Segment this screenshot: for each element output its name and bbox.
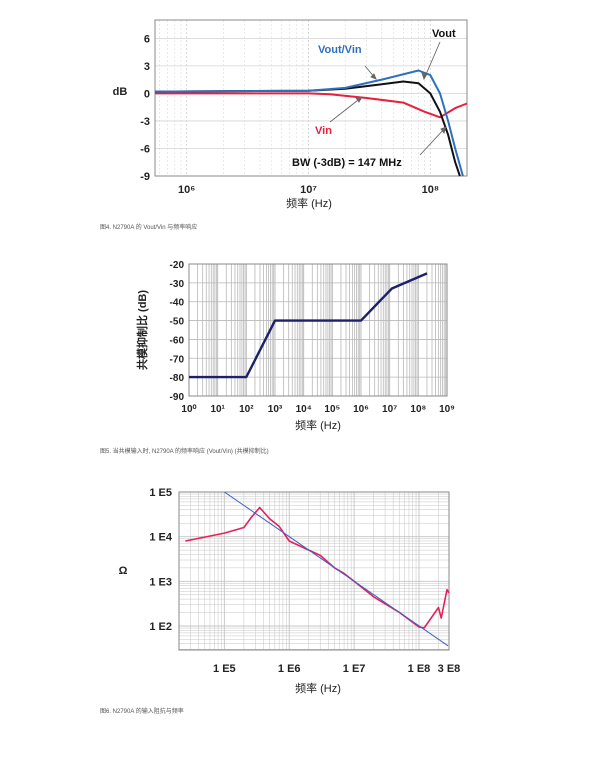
- y-axis-label: 共模抑制比 (dB): [135, 290, 149, 370]
- chart-input-impedance: 1 E5 1 E6 1 E7 1 E8 3 E8 1 E5 1 E4 1 E3 1 E2 频率 (…: [119, 487, 461, 695]
- y-tick-label: -80: [170, 373, 185, 384]
- series-line-vout-vin: [154, 69, 464, 177]
- y-tick-label: -90: [170, 392, 185, 403]
- x-tick-label: 10³: [268, 404, 283, 415]
- y-tick-label: -6: [140, 143, 150, 155]
- plot-frame: [188, 263, 448, 397]
- annotation-label: Vin: [315, 125, 332, 137]
- x-tick-label: 10⁶: [178, 184, 195, 196]
- x-tick-label: 10⁰: [181, 404, 196, 415]
- x-tick-label: 10⁹: [439, 404, 455, 415]
- plot-frame: [178, 491, 450, 651]
- figure-4-caption: 图4. N2790A 的 Vout/Vin 与频率响应: [100, 225, 198, 231]
- x-tick-label: 10⁷: [382, 404, 397, 415]
- x-tick-label: 10⁵: [324, 404, 340, 415]
- x-axis-label: 频率 (Hz): [286, 196, 332, 210]
- annotation-label: BW (-3dB) = 147 MHz: [292, 157, 402, 169]
- y-tick-label: -50: [170, 317, 185, 328]
- x-tick-label: 10⁸: [422, 184, 439, 196]
- y-tick-label: -40: [170, 298, 185, 309]
- y-tick-label: 1 E2: [149, 621, 172, 633]
- annotation-label: Vout/Vin: [318, 44, 362, 56]
- y-axis-label: Ω: [119, 565, 128, 577]
- y-tick-label: 1 E3: [149, 576, 172, 588]
- y-tick-label: 0: [144, 88, 150, 100]
- x-tick-label: 10⁸: [410, 404, 426, 415]
- figure-6-caption: 图6. N2790A 的输入阻抗与频率: [100, 709, 184, 715]
- y-tick-label: 6: [144, 33, 150, 45]
- x-tick-label: 1 E6: [278, 663, 301, 675]
- y-tick-label: 3: [144, 61, 150, 73]
- plot-frame: [154, 19, 468, 177]
- x-axis-label: 频率 (Hz): [295, 681, 341, 695]
- chart-frequency-response: 10⁶ 10⁷ 10⁸ -9 -6 -3 0 3 6 频率 (Hz) dB Vout/Vin Vout V…: [113, 19, 468, 210]
- x-tick-label: 10⁷: [300, 184, 317, 196]
- x-tick-label: 1 E7: [343, 663, 366, 675]
- plot-area: [155, 20, 467, 176]
- x-tick-label: 10²: [239, 404, 254, 415]
- plot-area: [189, 264, 447, 396]
- x-axis-label: 频率 (Hz): [295, 418, 341, 432]
- annotation-label: Vout: [432, 28, 456, 40]
- y-tick-label: -60: [170, 335, 185, 346]
- x-tick-label: 1 E5: [213, 663, 236, 675]
- y-tick-label: 1 E5: [149, 487, 172, 499]
- series-line-vin: [155, 92, 468, 119]
- x-tick-label: 10⁴: [296, 404, 312, 415]
- y-tick-label: -30: [170, 279, 185, 290]
- figure-5-caption: 图5. 当共模输入时, N2790A 的频率响应 (Vout/Vin) (共模抑…: [100, 449, 269, 455]
- y-tick-label: -20: [170, 260, 185, 271]
- x-tick-label: 10⁶: [353, 404, 369, 415]
- y-tick-label: -70: [170, 354, 185, 365]
- chart-cmrr: 10⁰ 10¹ 10² 10³ 10⁴ 10⁵ 10⁶ 10⁷ 10⁸ 10⁹ -20 -30 -40 -…: [135, 260, 455, 432]
- series-line-cmrr: [189, 272, 428, 379]
- y-tick-label: -9: [140, 171, 150, 183]
- series-line-fit: [224, 491, 449, 647]
- y-tick-label: -3: [140, 116, 150, 128]
- y-tick-label: 1 E4: [149, 532, 173, 544]
- x-tick-label: 3 E8: [438, 663, 461, 675]
- y-axis-label: dB: [113, 86, 128, 98]
- x-tick-label: 1 E8: [408, 663, 431, 675]
- x-tick-label: 10¹: [210, 404, 225, 415]
- annotation-arrows: [329, 41, 447, 156]
